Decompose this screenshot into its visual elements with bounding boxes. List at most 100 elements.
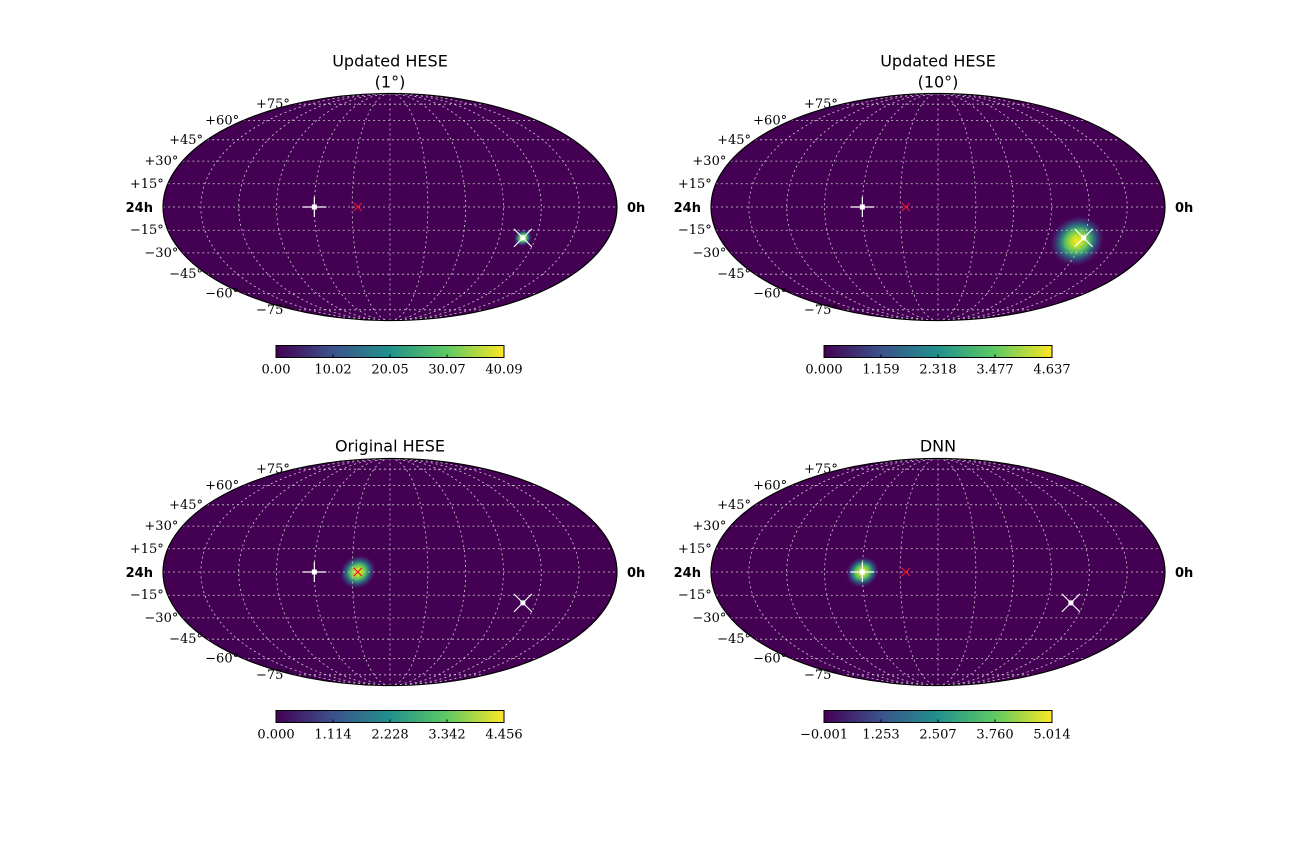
reco-cross-marker — [513, 593, 533, 613]
right-ascension-gridline — [389, 458, 542, 686]
panel-title: DNN — [920, 437, 956, 456]
right-ascension-gridline — [937, 458, 1015, 686]
declination-tick-label: −30° — [144, 246, 178, 261]
colorbar-tick-label: 1.159 — [862, 363, 899, 378]
declination-tick-label: +45° — [717, 133, 751, 148]
right-ascension-gridline — [937, 93, 1128, 321]
colorbar-tick-label: 0.00 — [262, 363, 291, 378]
colorbar-tick-label: 0.000 — [257, 728, 294, 743]
sky-map-panel: +75° +60°+45° +30° +15° −15° −30° −45°−60° −75°… — [126, 437, 646, 743]
declination-tick-label: +30° — [144, 154, 178, 169]
right-ascension-gridline — [937, 93, 977, 321]
right-ascension-gridline — [937, 93, 1052, 321]
declination-tick-label: +15° — [130, 177, 164, 192]
colorbar-tick-label: 2.228 — [371, 728, 408, 743]
declination-tick-label: −75° — [256, 303, 290, 318]
ra-label-left: 24h — [126, 201, 153, 216]
right-ascension-gridline — [937, 93, 1090, 321]
ra-label-right: 0h — [1175, 566, 1193, 581]
panel-title: Updated HESE — [880, 52, 996, 71]
declination-tick-label: −30° — [692, 611, 726, 626]
right-ascension-gridline — [389, 458, 580, 686]
declination-tick-label: −75° — [804, 303, 838, 318]
declination-tick-label: +60° — [205, 478, 239, 493]
ra-label-left: 24h — [674, 201, 701, 216]
declination-tick-label: −15° — [130, 223, 164, 238]
true-direction-marker — [353, 567, 363, 577]
right-ascension-gridline — [276, 458, 391, 686]
declination-tick-label: +75° — [804, 462, 838, 477]
true-direction-marker — [901, 202, 911, 212]
right-ascension-gridline — [351, 458, 391, 686]
panel-title: Original HESE — [335, 437, 445, 456]
right-ascension-gridline — [937, 458, 977, 686]
declination-tick-label: +15° — [130, 542, 164, 557]
right-ascension-gridline — [238, 458, 391, 686]
declination-tick-label: +30° — [692, 154, 726, 169]
declination-tick-label: +15° — [678, 177, 712, 192]
declination-tick-label: +45° — [717, 498, 751, 513]
declination-tick-label: −60° — [205, 287, 239, 302]
sky-map-panel: +75° +60°+45° +30° +15° −15° −30° −45°−60° −75°… — [126, 52, 646, 378]
colorbar-tick-label: 40.09 — [485, 363, 522, 378]
sky-map-outline — [710, 92, 1166, 322]
reco-plus-marker — [302, 562, 327, 582]
reco-cross-marker — [1061, 593, 1081, 613]
ra-label-right: 0h — [1175, 201, 1193, 216]
right-ascension-gridline — [389, 93, 429, 321]
right-ascension-gridline — [389, 93, 542, 321]
declination-tick-label: −45° — [717, 267, 751, 282]
right-ascension-gridline — [937, 458, 1090, 686]
right-ascension-gridline — [389, 93, 504, 321]
declination-tick-label: +75° — [804, 97, 838, 112]
right-ascension-gridline — [899, 458, 939, 686]
reco-cross-marker — [1074, 228, 1094, 248]
declination-tick-label: +45° — [169, 133, 203, 148]
reco-cross-marker — [513, 228, 533, 248]
right-ascension-gridline — [937, 458, 1052, 686]
reco-plus-marker — [850, 197, 875, 217]
declination-tick-label: −60° — [205, 652, 239, 667]
right-ascension-gridline — [200, 93, 391, 321]
right-ascension-gridline — [389, 458, 429, 686]
colorbar-tick-label: −0.001 — [800, 728, 848, 743]
declination-tick-label: −60° — [753, 652, 787, 667]
declination-tick-label: −75° — [804, 668, 838, 683]
true-direction-marker — [901, 567, 911, 577]
declination-tick-label: −60° — [753, 287, 787, 302]
right-ascension-gridline — [389, 458, 504, 686]
colorbar-tick-label: 1.253 — [862, 728, 899, 743]
probability-hotspot — [1048, 214, 1106, 267]
right-ascension-gridline — [824, 458, 939, 686]
colorbar-tick-label: 3.760 — [976, 728, 1013, 743]
colorbar-tick-label: 2.318 — [919, 363, 956, 378]
right-ascension-gridline — [937, 458, 1128, 686]
right-ascension-gridline — [351, 93, 391, 321]
colorbar-tick-label: 3.342 — [428, 728, 465, 743]
sky-map-panel: +75° +60°+45° +30° +15° −15° −30° −45°−60° −75°… — [674, 437, 1194, 743]
right-ascension-gridline — [389, 93, 580, 321]
colorbar-tick-label: 10.02 — [314, 363, 351, 378]
right-ascension-gridline — [389, 93, 467, 321]
declination-tick-label: +75° — [256, 97, 290, 112]
sky-map-outline — [162, 457, 618, 687]
right-ascension-gridline — [748, 458, 939, 686]
panel-title: Updated HESE — [332, 52, 448, 71]
declination-tick-label: −30° — [692, 246, 726, 261]
colorbar-tick-label: 4.456 — [485, 728, 522, 743]
declination-tick-label: +60° — [753, 478, 787, 493]
ra-label-right: 0h — [627, 566, 645, 581]
colorbar-tick-label: 5.014 — [1033, 728, 1070, 743]
declination-tick-label: −45° — [169, 267, 203, 282]
sky-map-outline — [710, 457, 1166, 687]
ra-label-right: 0h — [627, 201, 645, 216]
graticule — [163, 93, 617, 321]
declination-tick-label: +45° — [169, 498, 203, 513]
declination-tick-label: −15° — [678, 223, 712, 238]
colorbar-tick-label: 1.114 — [314, 728, 351, 743]
colorbar-tick-label: 3.477 — [976, 363, 1013, 378]
reco-plus-marker — [850, 562, 875, 582]
declination-tick-label: +30° — [692, 519, 726, 534]
declination-tick-label: −45° — [169, 632, 203, 647]
declination-tick-label: +15° — [678, 542, 712, 557]
